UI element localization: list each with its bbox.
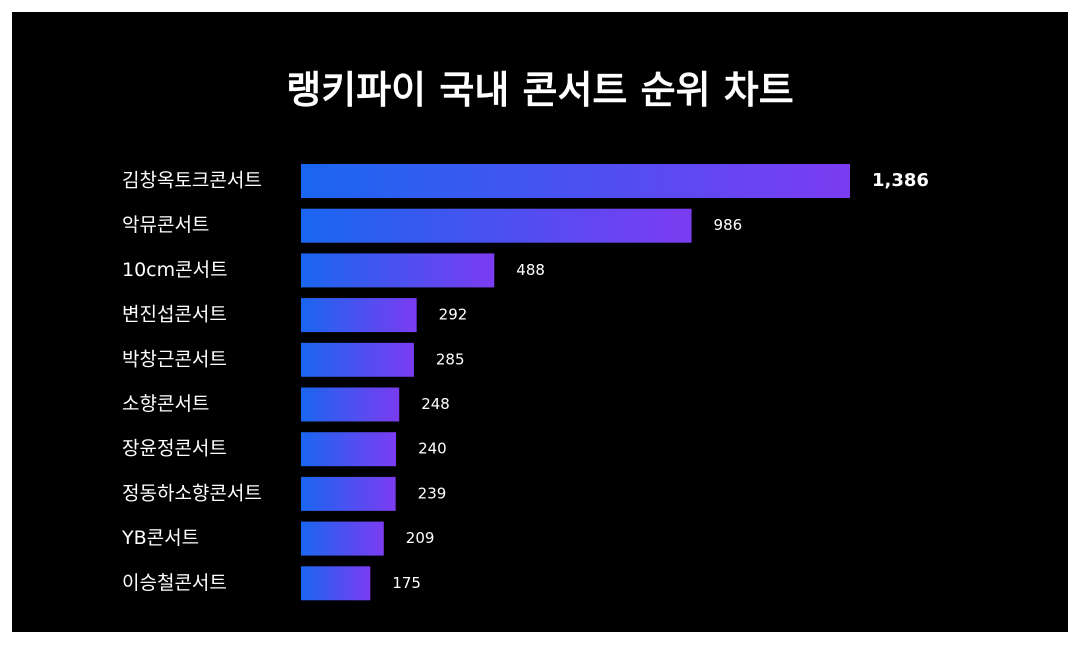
value-label: 209 (406, 529, 435, 547)
category-label: 김창옥토크콘서트 (122, 170, 262, 192)
chart-frame (12, 12, 1068, 632)
bar (301, 387, 400, 422)
value-label: 240 (418, 440, 447, 458)
value-label: 1,386 (872, 170, 929, 191)
value-label: 239 (418, 484, 447, 502)
chart-title: 랭키파이 국내 콘서트 순위 차트 (286, 68, 794, 112)
value-label: 292 (439, 306, 468, 324)
bar (301, 298, 417, 333)
bar (301, 476, 396, 511)
bar (301, 253, 495, 288)
bar (301, 342, 414, 377)
category-label: 장윤정콘서트 (122, 438, 227, 460)
value-label: 175 (392, 574, 421, 592)
category-label: 정동하소향콘서트 (122, 482, 262, 504)
category-label: 소향콘서트 (122, 393, 209, 415)
value-label: 488 (516, 261, 545, 279)
category-label: 이승철콘서트 (122, 572, 227, 594)
bar (301, 432, 397, 467)
bar (301, 164, 850, 198)
value-label: 986 (714, 216, 743, 234)
bars-group: 김창옥토크콘서트 1,386 악뮤콘서트 986 10cm콘서트 488 변진섭콘서트 292… (121, 164, 929, 601)
category-label: 변진섭콘서트 (122, 304, 227, 326)
bar (301, 566, 371, 601)
value-label: 248 (421, 395, 450, 413)
category-label: YB콘서트 (121, 527, 199, 549)
category-label: 악뮤콘서트 (122, 214, 209, 236)
bar (301, 521, 384, 556)
category-label: 박창근콘서트 (122, 348, 227, 370)
value-label: 285 (436, 350, 465, 368)
category-label: 10cm콘서트 (122, 259, 228, 281)
bar (301, 208, 692, 243)
